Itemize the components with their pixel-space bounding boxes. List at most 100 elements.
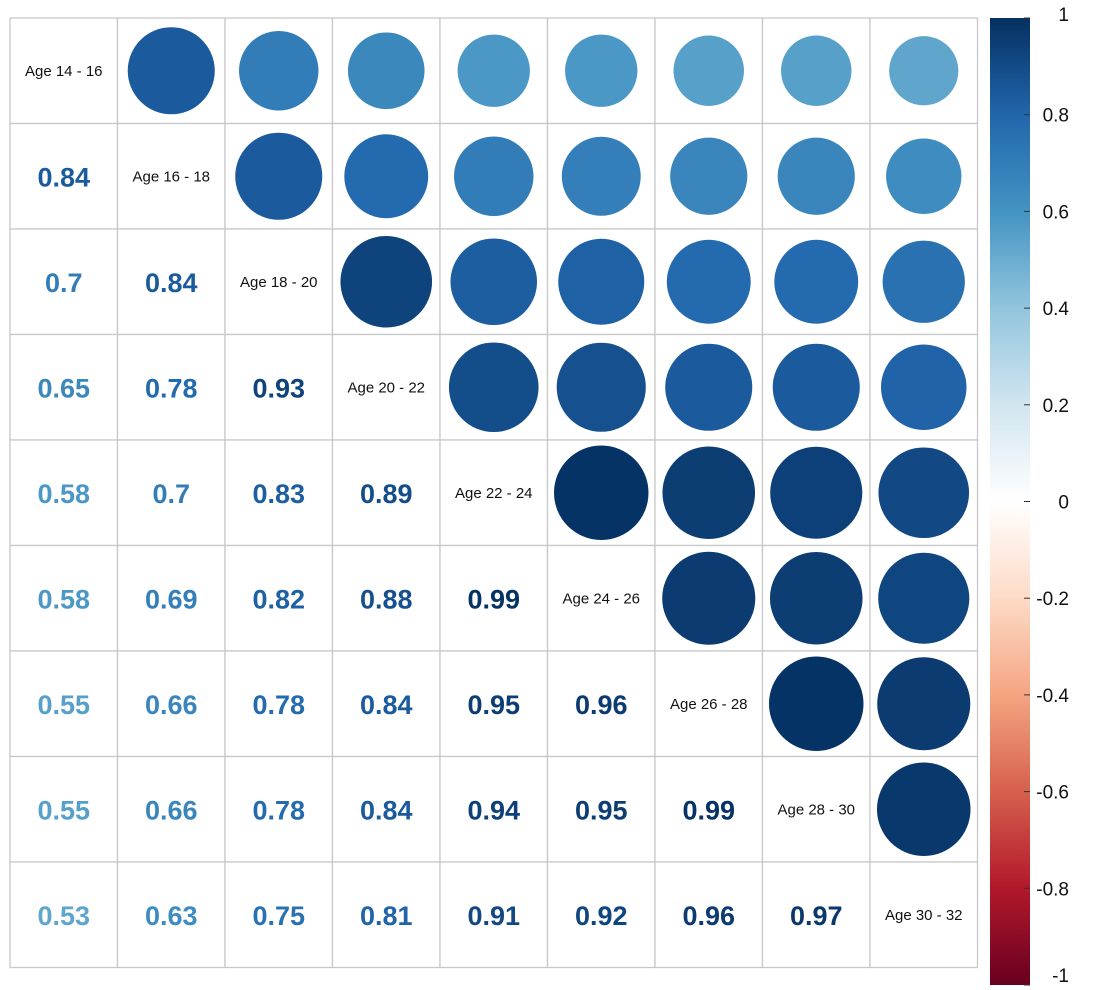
correlation-circle: [235, 132, 323, 220]
correlation-value: 0.92: [575, 901, 628, 931]
correlation-circle: [347, 32, 425, 110]
correlation-value: 0.99: [467, 584, 520, 614]
colorbar-tick-label: -1: [1052, 966, 1069, 987]
correlation-value: 0.84: [37, 162, 90, 192]
correlation-value: 0.91: [467, 901, 520, 931]
correlation-circle: [772, 343, 860, 431]
correlation-value: 0.66: [145, 795, 198, 825]
correlation-value: 0.7: [45, 268, 83, 298]
grid-cell: [9, 228, 119, 336]
correlation-value: 0.89: [360, 479, 413, 509]
correlation-value: 0.75: [252, 901, 305, 931]
correlation-circle: [448, 342, 539, 433]
correlation-circle: [553, 445, 649, 541]
grid-cell: [439, 650, 549, 758]
correlation-circle: [777, 137, 855, 215]
correlation-value: 0.99: [682, 795, 735, 825]
correlation-value: 0.84: [145, 268, 198, 298]
correlation-value: 0.65: [37, 373, 90, 403]
grid-cell: [9, 122, 119, 230]
grid-cell: [439, 861, 549, 969]
correlation-circle: [673, 35, 744, 106]
correlation-value: 0.78: [145, 373, 198, 403]
grid-cell: [9, 544, 119, 652]
correlation-circle: [877, 657, 971, 751]
correlation-circle: [450, 238, 538, 326]
correlation-value: 0.97: [790, 901, 843, 931]
correlation-circle: [340, 235, 433, 328]
diagonal-label: Age 20 - 22: [347, 379, 425, 396]
correlation-circle: [127, 27, 215, 115]
correlation-circle: [558, 238, 645, 325]
correlation-value: 0.88: [360, 584, 413, 614]
correlation-value: 0.58: [37, 584, 90, 614]
correlation-circle: [878, 447, 970, 539]
diagonal-label: Age 28 - 30: [777, 801, 855, 818]
grid-cell: [224, 861, 334, 969]
grid-cell: [224, 755, 334, 863]
correlation-value: 0.95: [467, 690, 520, 720]
correlation-circle: [876, 762, 971, 857]
grid-cell: [224, 650, 334, 758]
marks: Age 14 - 16 0.84 Age 16 - 18 0.7 0.84 Age 18 …: [25, 27, 971, 931]
correlation-circle: [781, 35, 852, 106]
correlation-circle: [886, 138, 962, 214]
colorbar-tick-label: -0.2: [1036, 589, 1069, 610]
colorbar-tick-label: 0.4: [1043, 299, 1070, 320]
grid-cell: [224, 228, 334, 336]
correlation-value: 0.83: [252, 479, 305, 509]
correlation-value: 0.94: [467, 795, 520, 825]
correlation-value: 0.95: [575, 795, 628, 825]
grid-cell: [546, 861, 656, 969]
grid-cell: [116, 228, 226, 336]
correlation-circle: [662, 446, 756, 540]
grid-cell: [654, 755, 764, 863]
grid-cell: [331, 544, 441, 652]
grid-cell: [224, 544, 334, 652]
grid-cell: [9, 333, 119, 441]
correlation-value: 0.69: [145, 584, 198, 614]
correlation-circle: [454, 136, 534, 216]
correlation-circle: [881, 344, 967, 430]
grid-cell: [9, 861, 119, 969]
correlation-circle: [344, 134, 429, 219]
diagonal-label: Age 26 - 28: [670, 696, 748, 713]
correlation-value: 0.96: [575, 690, 628, 720]
correlation-circle: [457, 34, 530, 107]
grid-cell: [116, 333, 226, 441]
grid-cell: [654, 861, 764, 969]
correlation-circle: [670, 137, 748, 215]
grid-cell: [116, 544, 226, 652]
correlation-value: 0.63: [145, 901, 198, 931]
grid-cell: [654, 650, 764, 758]
colorbar-tick-label: -0.4: [1036, 686, 1069, 707]
grid-cell: [331, 439, 441, 547]
correlation-value: 0.82: [252, 584, 305, 614]
correlation-circle: [665, 343, 753, 431]
diagonal-label: Age 24 - 26: [562, 590, 640, 607]
diagonal-label: Age 16 - 18: [132, 168, 210, 185]
correlation-value: 0.55: [37, 795, 90, 825]
correlation-circle: [666, 239, 751, 324]
grid-cell: [9, 755, 119, 863]
grid-cell: [439, 755, 549, 863]
correlation-value: 0.96: [682, 901, 735, 931]
grid-cell: [331, 333, 441, 441]
grid-cell: [439, 544, 549, 652]
diagonal-label: Age 18 - 20: [240, 274, 318, 291]
correlation-circle: [770, 446, 863, 539]
grid-cell: [9, 439, 119, 547]
correlation-value: 0.53: [37, 901, 90, 931]
correlation-value: 0.7: [152, 479, 190, 509]
colorbar-bar: [990, 18, 1030, 985]
correlation-value: 0.84: [360, 795, 413, 825]
correlation-value: 0.55: [37, 690, 90, 720]
correlation-circle: [878, 552, 970, 644]
correlation-circle: [769, 551, 863, 645]
correlation-circle: [565, 34, 638, 107]
colorbar-tick-label: -0.8: [1036, 879, 1069, 900]
correlation-circle: [768, 656, 864, 752]
colorbar-tick-label: 0: [1058, 493, 1069, 514]
grid-cell: [546, 544, 656, 652]
correlation-circle: [889, 36, 959, 106]
